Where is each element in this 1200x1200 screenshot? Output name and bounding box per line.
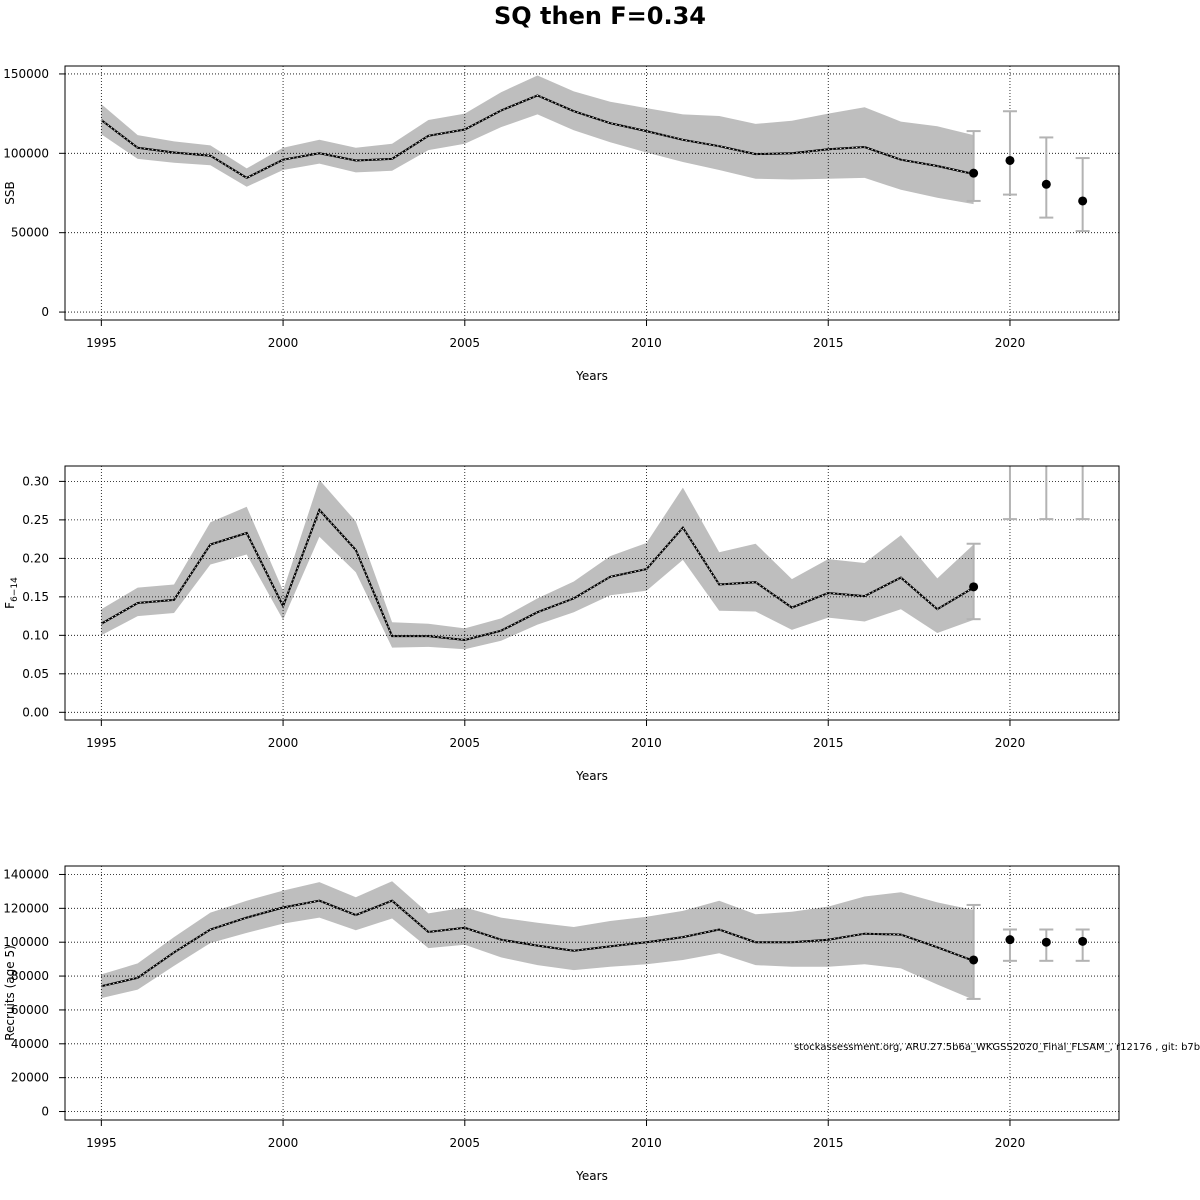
forecast-point	[1078, 196, 1088, 206]
x-axis-title: Years	[575, 1169, 608, 1183]
y-axis-title: Recruits (age 5)	[3, 945, 17, 1041]
y-tick-label: 50000	[11, 226, 49, 240]
plot-frame	[64, 65, 1120, 321]
forecast-point	[1042, 446, 1051, 455]
recruits-panel: 1995 2000 2005 2010 2015 2020 0 20000 40000 60000…	[3, 865, 1120, 1183]
estimate-line	[101, 899, 974, 988]
page-title: SQ then F=0.34	[493, 2, 707, 30]
ssb-panel: 1995 2000 2005 2010 2015 2020 0 50000 100000 1500…	[3, 65, 1120, 383]
forecast-point	[1078, 446, 1087, 455]
footer-note: stockassessment.org, ARU.27.5b6a_WKGSS20…	[794, 1042, 1200, 1053]
forecast-point	[1041, 179, 1051, 189]
y-tick-label: 150000	[3, 67, 49, 81]
plot-area	[65, 446, 1119, 720]
forecast-point	[1005, 935, 1015, 945]
y-tick-label: 20000	[11, 1071, 49, 1085]
x-axis-title: Years	[575, 769, 608, 783]
x-tick-label: 2015	[813, 736, 844, 750]
x-tick-label: 2000	[268, 1136, 299, 1150]
estimate-line-dots	[101, 94, 974, 179]
y-tick-label: 60000	[11, 1003, 49, 1017]
x-tick-label: 2015	[813, 1136, 844, 1150]
y-tick-label: 0.05	[22, 667, 49, 681]
y-tick-label: 0.10	[22, 628, 49, 642]
y-tick-label: 80000	[11, 969, 49, 983]
x-tick-label: 2005	[450, 336, 481, 350]
y-tick-label: 0.20	[22, 551, 49, 565]
x-tick-label: 2015	[813, 336, 844, 350]
x-tick-label: 2000	[268, 336, 299, 350]
fishing-mortality-panel: 1995 2000 2005 2010 2015 2020 0.00 0.05 0.10 0.15…	[3, 446, 1120, 783]
y-tick-label: 0.30	[22, 474, 49, 488]
plot-frame	[64, 865, 1120, 1121]
forecast-point	[969, 168, 979, 178]
y-tick-label: 100000	[3, 935, 49, 949]
y-tick-label: 100000	[3, 146, 49, 160]
x-tick-label: 1995	[86, 336, 117, 350]
y-tick-label: 0.25	[22, 513, 49, 527]
confidence-band	[101, 881, 974, 1000]
x-tick-label: 1995	[86, 1136, 117, 1150]
x-tick-label: 2010	[631, 1136, 662, 1150]
x-tick-label: 2010	[631, 336, 662, 350]
forecast-point	[969, 955, 979, 965]
confidence-band	[101, 75, 974, 205]
y-tick-label: 0.15	[22, 590, 49, 604]
x-tick-label: 2000	[268, 736, 299, 750]
x-tick-label: 1995	[86, 736, 117, 750]
forecast-point	[1078, 936, 1088, 946]
y-tick-label: 0.00	[22, 705, 49, 719]
confidence-band	[101, 479, 974, 650]
x-tick-label: 2005	[450, 1136, 481, 1150]
plot-area	[65, 66, 1119, 320]
forecast-point	[969, 582, 979, 592]
x-tick-label: 2020	[995, 1136, 1026, 1150]
y-axis-title: F6−14	[3, 577, 20, 609]
estimate-line	[100, 508, 975, 642]
plot-frame	[64, 465, 1120, 721]
y-tick-label: 0	[41, 1105, 49, 1119]
y-tick-label: 120000	[3, 901, 49, 915]
x-tick-label: 2010	[631, 736, 662, 750]
y-tick-label: 40000	[11, 1037, 49, 1051]
plot-area	[65, 866, 1119, 1120]
forecast-point	[1005, 155, 1015, 165]
x-tick-label: 2020	[995, 336, 1026, 350]
y-tick-label: 140000	[3, 867, 49, 881]
x-axis-title: Years	[575, 369, 608, 383]
y-tick-label: 0	[41, 305, 49, 319]
forecast-point	[1041, 937, 1051, 947]
x-tick-label: 2020	[995, 736, 1026, 750]
forecast-point	[1005, 446, 1014, 455]
y-axis-title: SSB	[3, 181, 17, 204]
x-tick-label: 2005	[450, 736, 481, 750]
